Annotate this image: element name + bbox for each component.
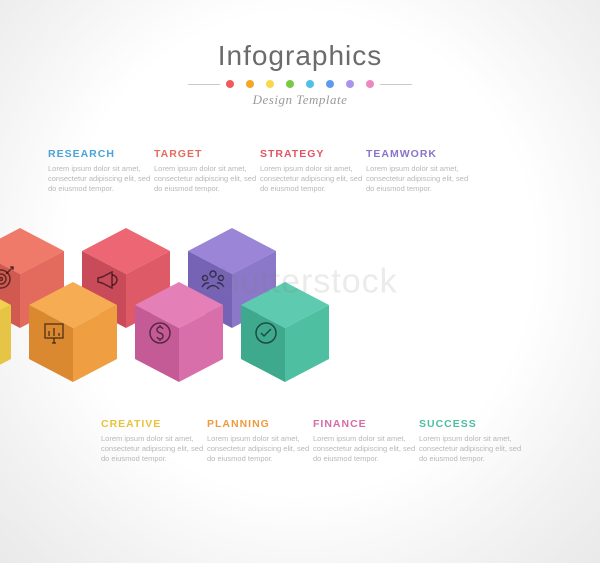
label-body: Lorem ipsum dolor sit amet, consectetur … [366,164,476,194]
label-title: CREATIVE [101,418,211,430]
divider-line [188,84,220,85]
accent-dot [286,80,294,88]
divider-line [380,84,412,85]
label-title: SUCCESS [419,418,529,430]
accent-dot [246,80,254,88]
label-title: TEAMWORK [366,148,476,160]
label-strategy: STRATEGY Lorem ipsum dolor sit amet, cons… [260,148,370,194]
page-title: Infographics [0,40,600,72]
chart-icon [39,318,69,348]
label-body: Lorem ipsum dolor sit amet, consectetur … [154,164,264,194]
cube-creative [0,278,15,388]
page-subtitle: Design Template [0,92,600,108]
label-body: Lorem ipsum dolor sit amet, consectetur … [419,434,529,464]
label-teamwork: TEAMWORK Lorem ipsum dolor sit amet, cons… [366,148,476,194]
label-title: TARGET [154,148,264,160]
accent-dot [306,80,314,88]
label-title: STRATEGY [260,148,370,160]
accent-dot [266,80,274,88]
label-creative: CREATIVE Lorem ipsum dolor sit amet, cons… [101,418,211,464]
accent-dot [366,80,374,88]
divider-dots [0,80,600,88]
cube-planning [25,278,121,388]
cube-finance [131,278,227,388]
label-success: SUCCESS Lorem ipsum dolor sit amet, conse… [419,418,529,464]
label-body: Lorem ipsum dolor sit amet, consectetur … [260,164,370,194]
label-target: TARGET Lorem ipsum dolor sit amet, consec… [154,148,264,194]
label-body: Lorem ipsum dolor sit amet, consectetur … [207,434,317,464]
accent-dot [326,80,334,88]
header: Infographics Design Template [0,0,600,108]
infographic-stage: RESEARCH Lorem ipsum dolor sit amet, cons… [0,130,600,563]
label-body: Lorem ipsum dolor sit amet, consectetur … [48,164,158,194]
dollar-icon [145,318,175,348]
label-planning: PLANNING Lorem ipsum dolor sit amet, cons… [207,418,317,464]
label-research: RESEARCH Lorem ipsum dolor sit amet, cons… [48,148,158,194]
label-body: Lorem ipsum dolor sit amet, consectetur … [101,434,211,464]
cube-grid [60,330,540,331]
label-finance: FINANCE Lorem ipsum dolor sit amet, conse… [313,418,423,464]
label-title: RESEARCH [48,148,158,160]
label-title: PLANNING [207,418,317,430]
cube-success [237,278,333,388]
accent-dot [226,80,234,88]
accent-dot [346,80,354,88]
label-body: Lorem ipsum dolor sit amet, consectetur … [313,434,423,464]
label-title: FINANCE [313,418,423,430]
check-icon [251,318,281,348]
